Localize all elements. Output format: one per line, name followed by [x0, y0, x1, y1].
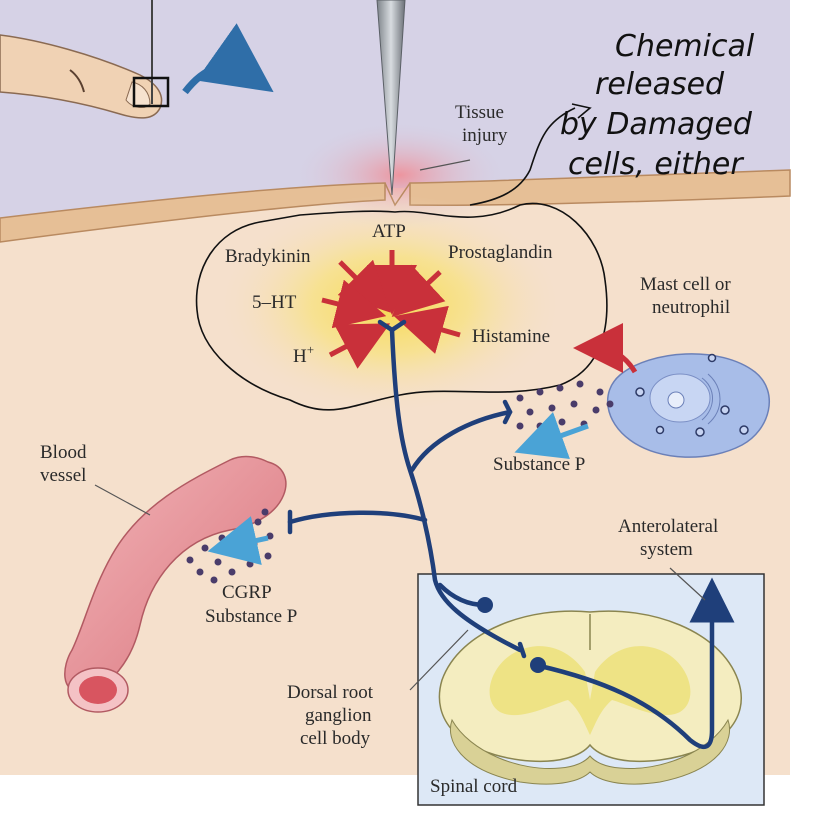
histamine-label: Histamine [472, 326, 550, 347]
mast-cell [606, 353, 770, 458]
histamine-arrow [393, 305, 461, 354]
dorsal-root-label: Dorsal root ganglion cell body [287, 682, 374, 749]
spinal-cord-label: Spinal cord [430, 776, 518, 797]
h-plus-arrow [328, 323, 391, 369]
nociceptor-nerve [287, 319, 735, 750]
prostaglandin-arrow [391, 264, 446, 318]
cgrp-label: CGRP Substance P [205, 582, 297, 627]
substance-p-label: Substance P [493, 454, 585, 475]
mast-to-histamine-arrow [573, 323, 638, 374]
dorsal-root-ganglion-cell [477, 597, 493, 613]
finger-icon [0, 34, 163, 119]
five-ht-arrow [321, 279, 387, 329]
tissue-injury-label: Tissue injury [455, 102, 508, 146]
anterolateral-label: Anterolateral system [618, 516, 718, 560]
chemical-arrows [321, 250, 461, 369]
blood-vessel-label: Blood vessel [40, 442, 87, 486]
substance-p-release-arrow [514, 412, 589, 460]
spinal-synapse-dot [530, 657, 546, 673]
five-ht-label: 5–HT [252, 292, 297, 313]
handwritten-note: Chemical released by Damaged cells, eith… [560, 29, 764, 182]
cgrp-release-arrow [207, 516, 269, 565]
handwritten-pointer [469, 107, 576, 206]
handwritten-outline [195, 202, 608, 411]
mast-cell-label: Mast cell or neutrophil [640, 274, 731, 318]
spinal-cord [438, 610, 743, 785]
bradykinin-label: Bradykinin [225, 246, 311, 267]
leader-lines [94, 159, 706, 691]
h-plus-label: H+ [293, 342, 314, 367]
prostaglandin-label: Prostaglandin [448, 242, 553, 263]
curved-arrow-icon [182, 23, 274, 95]
needle-icon [376, 0, 406, 196]
blood-vessel [64, 455, 287, 713]
pin-zoom-box [132, 76, 170, 108]
handwritten-arrow-mark [571, 103, 592, 119]
atp-label: ATP [372, 221, 406, 242]
